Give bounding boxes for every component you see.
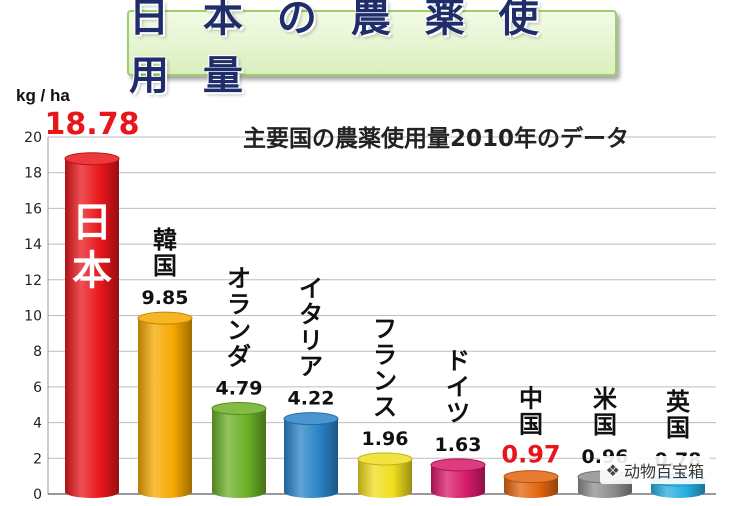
chart-subtitle: 主要国の農薬使用量2010年のデータ <box>243 125 629 152</box>
category-label: 国 <box>153 252 177 280</box>
value-label: 1.63 <box>435 434 482 456</box>
value-label: 1.96 <box>362 428 409 450</box>
category-label: 本 <box>72 248 112 294</box>
category-label: ラ <box>373 341 397 369</box>
y-tick-label: 0 <box>33 487 42 503</box>
category-label: 日 <box>72 200 112 246</box>
y-tick-label: 10 <box>24 309 42 325</box>
category-label: リ <box>299 327 323 355</box>
bar-labels: 18.78日本9.85韓国4.79オランダ4.22イタリア1.96フランス1.6… <box>45 107 702 471</box>
y-tick-label: 16 <box>24 201 42 217</box>
y-tick-label: 14 <box>24 237 42 253</box>
bar-top <box>283 412 339 426</box>
value-label: 4.22 <box>288 388 335 410</box>
y-axis-unit-label: kg / ha <box>16 86 70 105</box>
bar-body <box>358 459 412 498</box>
bar-2 <box>137 311 193 498</box>
bars <box>64 152 706 498</box>
category-label: ラ <box>227 290 251 318</box>
bar-5 <box>357 452 413 498</box>
category-label: 英 <box>666 388 691 416</box>
bar-7 <box>503 470 559 498</box>
y-tick-label: 2 <box>33 451 42 467</box>
category-label: 国 <box>593 411 617 439</box>
category-label: 国 <box>666 414 690 442</box>
bar-body <box>284 418 338 498</box>
bar-top <box>430 458 486 472</box>
title-banner: 日 本 の 農 薬 使 用 量 <box>127 0 617 99</box>
watermark-text: 动物百宝箱 <box>623 462 704 481</box>
bar-top <box>64 152 120 166</box>
category-label: ン <box>373 367 397 395</box>
category-label: 国 <box>519 411 543 439</box>
y-tick-label: 12 <box>24 273 42 289</box>
bar-top <box>137 311 193 325</box>
category-label: ツ <box>446 399 470 427</box>
category-label: 米 <box>593 385 617 413</box>
category-label: ア <box>299 353 323 381</box>
value-label: 9.85 <box>142 287 189 309</box>
category-label: ド <box>446 347 470 375</box>
value-label: 0.97 <box>501 441 560 469</box>
bar-top <box>503 470 559 484</box>
category-label: フ <box>373 315 397 343</box>
category-label: ダ <box>227 342 251 370</box>
category-label: ス <box>373 393 397 421</box>
category-label: イ <box>299 275 323 303</box>
category-label: 中 <box>519 385 543 413</box>
category-label: イ <box>446 373 470 401</box>
bar-body <box>212 408 266 498</box>
category-label: 韓 <box>153 226 177 254</box>
category-label: タ <box>299 301 323 329</box>
bar-body <box>431 464 485 498</box>
bar-1 <box>64 152 120 498</box>
wechat-icon: ❖ <box>605 460 620 480</box>
y-tick-label: 18 <box>24 166 42 182</box>
bar-body <box>65 158 119 498</box>
bar-3 <box>211 401 267 498</box>
value-label: 4.79 <box>216 377 263 399</box>
bar-4 <box>283 412 339 498</box>
bar-6 <box>430 458 486 498</box>
page-title: 日 本 の 農 薬 使 用 量 <box>129 0 549 99</box>
category-label: オ <box>227 264 251 292</box>
watermark: ❖ 动物百宝箱 <box>599 456 710 484</box>
y-tick-label: 6 <box>33 380 42 396</box>
y-tick-label: 4 <box>33 416 42 432</box>
y-tick-label: 20 <box>24 130 42 146</box>
bar-top <box>211 401 267 415</box>
y-tick-label: 8 <box>33 344 42 360</box>
category-label: ン <box>227 316 251 344</box>
bar-top <box>357 452 413 466</box>
value-label: 18.78 <box>45 107 140 142</box>
bar-body <box>138 318 192 498</box>
